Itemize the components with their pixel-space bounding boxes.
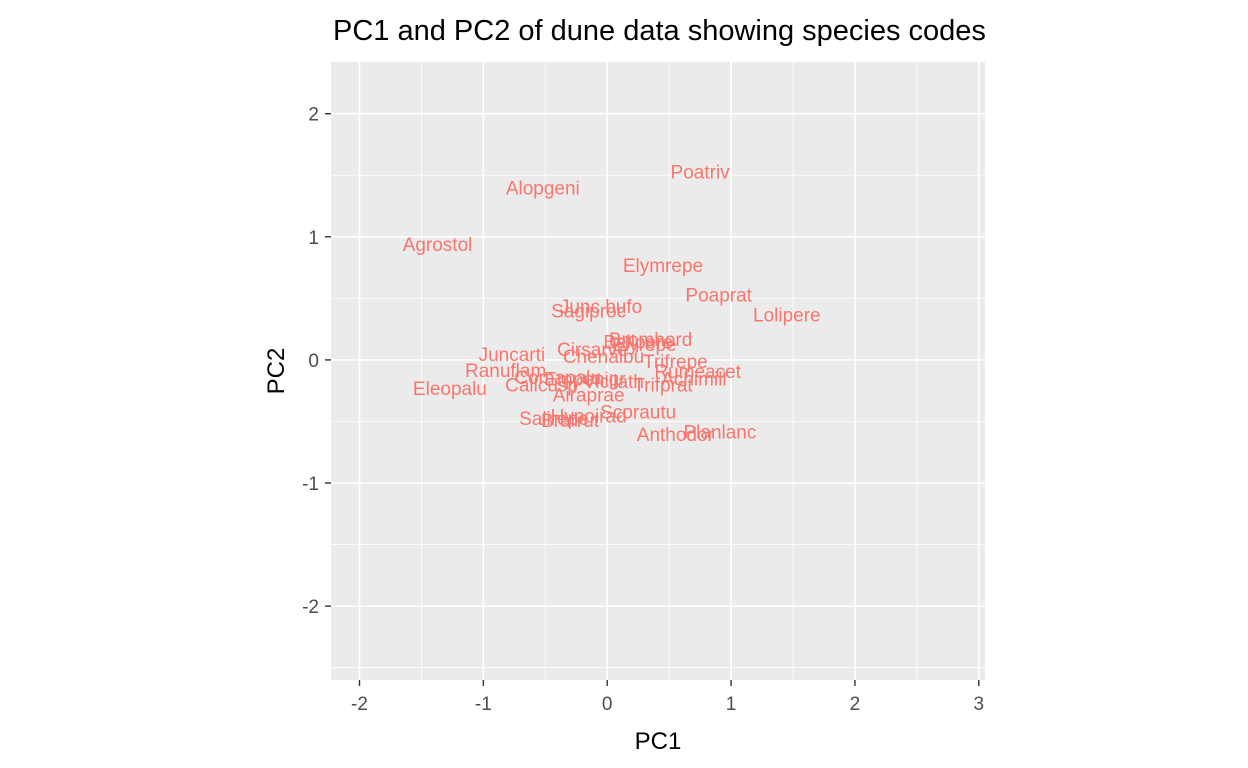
y-tick-label: 1 xyxy=(308,228,319,249)
y-tick-label: -2 xyxy=(302,597,319,618)
plot-panel xyxy=(331,62,985,680)
x-tick-label: -1 xyxy=(475,694,492,715)
species-label: Sagiproc xyxy=(551,302,626,323)
species-label: Comapalu xyxy=(514,368,601,389)
species-label: Airaprae xyxy=(553,385,625,406)
chart-title: PC1 and PC2 of dune data showing species… xyxy=(333,15,986,47)
species-label: Trifprat xyxy=(633,376,693,397)
species-label: Vicilath xyxy=(583,372,644,393)
species-label: Ranuflam xyxy=(465,361,546,382)
species-label: Alopgeni xyxy=(506,179,580,200)
species-label: Callcusp xyxy=(505,376,578,397)
species-label: Anthodor xyxy=(637,425,715,446)
y-axis-ticks: -2 -1 0 1 2 xyxy=(302,105,331,618)
y-axis-title: PC2 xyxy=(263,348,290,395)
species-labels: Poatriv Alopgeni Agrostol Elymrepe PoapratLo… xyxy=(403,163,821,446)
species-label: Poaprat xyxy=(685,286,752,307)
species-label: Junc bufo xyxy=(560,297,642,318)
species-label: Lolipere xyxy=(753,305,821,326)
x-tick-label: -2 xyxy=(351,694,368,715)
species-label: Achimill xyxy=(661,369,726,390)
species-label: Chenalbu xyxy=(563,347,644,368)
species-label: Hypoirad xyxy=(551,406,627,427)
y-tick-label: -1 xyxy=(302,474,319,495)
species-label: Bellpere xyxy=(603,332,673,353)
species-label: Poatriv xyxy=(671,163,731,184)
species-label: Agrostol xyxy=(403,235,473,256)
y-tick-label: 2 xyxy=(308,105,319,126)
species-label: Trifrepe xyxy=(643,352,708,373)
y-tick-label: 0 xyxy=(308,351,319,372)
x-axis-ticks: -2 -1 0 1 2 3 xyxy=(351,680,984,715)
x-tick-label: 2 xyxy=(850,694,861,715)
species-label: Scorautu xyxy=(600,403,676,424)
species-label: Elyrepe xyxy=(612,335,676,356)
x-axis-title: PC1 xyxy=(635,728,682,755)
x-tick-label: 3 xyxy=(974,694,985,715)
x-tick-label: 1 xyxy=(726,694,737,715)
species-label: Planlanc xyxy=(683,422,756,443)
species-label: Bromhord xyxy=(609,330,692,351)
species-label: Salirepe xyxy=(519,409,589,430)
species-label: Juncarti xyxy=(479,345,546,366)
species-label: Empenigr xyxy=(544,369,626,390)
species-label: Cirsarve xyxy=(557,340,628,361)
species-label: Eleopalu xyxy=(413,379,487,400)
minor-grid xyxy=(331,62,985,680)
species-label: Brarrut xyxy=(541,411,600,432)
major-grid xyxy=(331,62,985,680)
species-label: Rumeacet xyxy=(654,362,741,383)
species-label: Elymrepe xyxy=(623,256,703,277)
x-tick-label: 0 xyxy=(602,694,613,715)
